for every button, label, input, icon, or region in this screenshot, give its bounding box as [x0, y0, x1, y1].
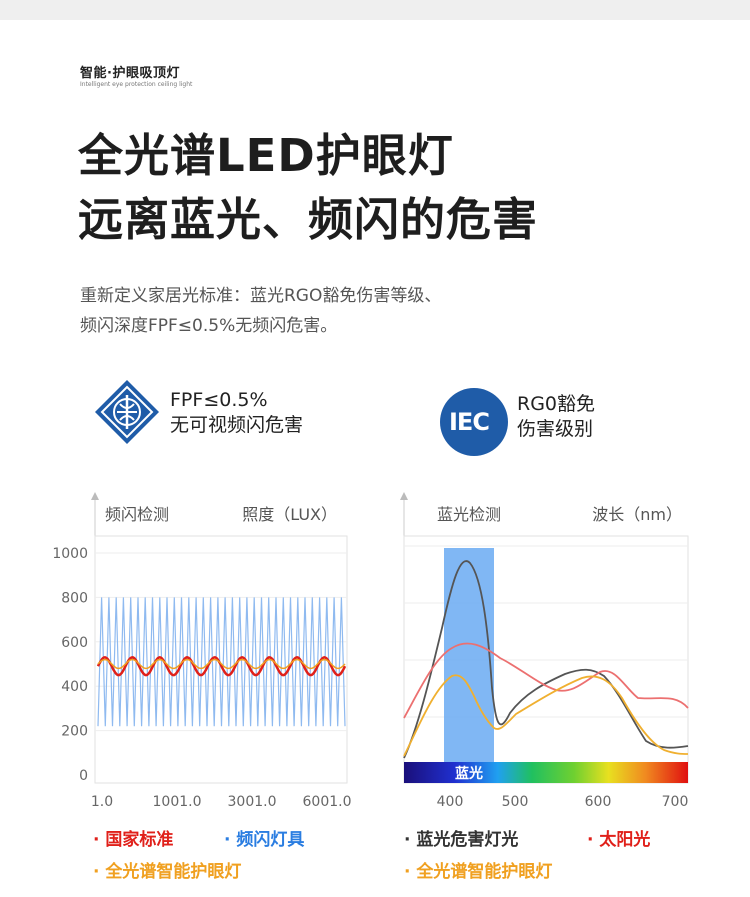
legend-national-standard: · 国家标准: [93, 830, 174, 850]
brand-title: 智能·护眼吸顶灯: [80, 66, 180, 81]
brand-subtitle: Intelligent eye protection ceiling light: [80, 81, 193, 88]
blue-series-0: [403, 560, 689, 759]
iec-badge-line-2: 伤害级别: [517, 418, 594, 440]
description-line-1: 重新定义家居光标准：蓝光RGO豁免伤害等级、: [80, 286, 442, 306]
blue-series-1: [403, 642, 689, 719]
flicker-series-2: [97, 658, 346, 670]
flicker-y-tick: 0: [79, 768, 88, 784]
description-line-2: 频闪深度FPF≤0.5%无频闪危害。: [80, 316, 338, 336]
flicker-unit-label: 照度（LUX）: [242, 505, 337, 524]
iec-logo-text: IEC: [449, 408, 490, 436]
headline-line-2: 远离蓝光、频闪的危害: [78, 193, 539, 246]
legend-sunlight: · 太阳光: [587, 830, 651, 850]
flicker-chart-title: 频闪检测: [105, 505, 169, 524]
legend-flicker-lamp: · 频闪灯具: [224, 830, 305, 850]
iec-icon: IEC: [440, 388, 508, 456]
flicker-series-1: [97, 597, 346, 727]
headline-line-1: 全光谱LED护眼灯: [78, 129, 454, 182]
blue-series-2: [403, 674, 689, 757]
flicker-y-tick: 400: [61, 679, 88, 695]
flicker-series-0: [96, 655, 347, 677]
top-band: [0, 0, 750, 20]
legend-full-spectrum-right: · 全光谱智能护眼灯: [404, 862, 553, 882]
fpf-badge-line-1: FPF≤0.5%: [170, 389, 268, 411]
blue-x-tick: 400: [437, 794, 464, 810]
flicker-x-tick: 1001.0: [153, 794, 202, 810]
flicker-x-tick: 6001.0: [303, 794, 352, 810]
flicker-x-tick: 1.0: [91, 794, 113, 810]
blue-band-label: 蓝光: [455, 765, 483, 782]
flicker-cert-icon: [95, 380, 159, 444]
legend-full-spectrum-left: · 全光谱智能护眼灯: [93, 862, 242, 882]
blue-band: [444, 548, 494, 762]
blue-x-tick: 500: [502, 794, 529, 810]
flicker-y-tick: 600: [61, 635, 88, 651]
flicker-plot-frame: [94, 535, 348, 784]
flicker-y-tick: 800: [61, 590, 88, 606]
fpf-badge-line-2: 无可视频闪危害: [170, 414, 304, 436]
blue-unit-label: 波长（nm）: [592, 505, 682, 524]
flicker-x-tick: 3001.0: [228, 794, 277, 810]
legend-blue-hazard-light: · 蓝光危害灯光: [404, 830, 519, 850]
flicker-y-tick: 200: [61, 724, 88, 740]
blue-x-tick: 700: [662, 794, 689, 810]
blue-chart-title: 蓝光检测: [437, 505, 501, 524]
spectrum-bar: [404, 762, 688, 783]
flicker-y-tick: 1000: [52, 546, 88, 562]
iec-badge-line-1: RG0豁免: [517, 393, 596, 415]
blue-x-tick: 600: [585, 794, 612, 810]
blue-light-chart: 蓝光 400 500 600 700 蓝光检测 波长（nm）: [400, 492, 689, 810]
